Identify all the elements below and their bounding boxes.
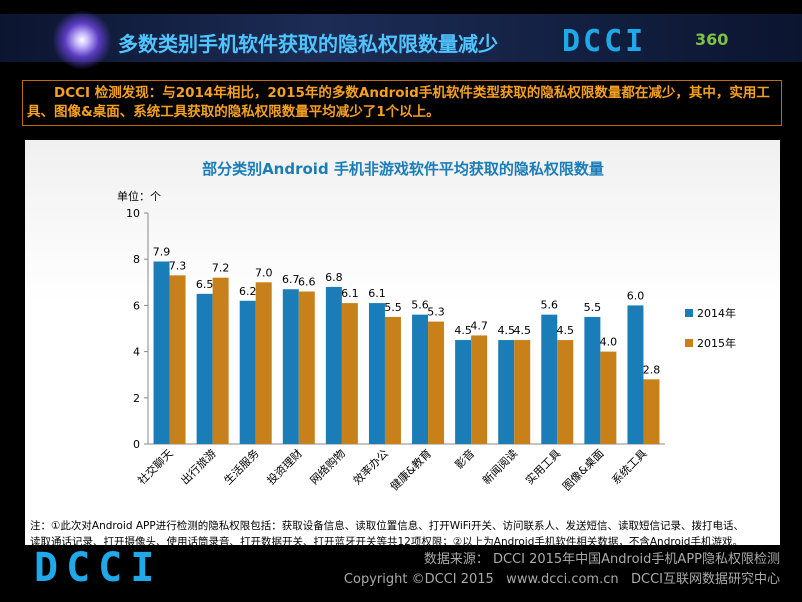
x-tick-label: 影音 [452,446,477,471]
bar [239,300,256,444]
value-label: 6.7 [282,273,300,286]
bar [498,340,515,444]
value-label: 6.1 [368,287,386,300]
bar [212,277,229,444]
chart-panel: 部分类别Android 手机非游戏软件平均获取的隐私权限数量 单位：个 0 2 4 6… [25,140,780,545]
x-tick-label: 效率办公 [350,446,391,487]
x-tick-label: 社交聊天 [135,446,176,487]
footnote-line: 读取通话记录、打开摄像头、使用话筒录音、打开数据开关、打开蓝牙开关等共12项权限… [30,536,743,548]
chart: 部分类别Android 手机非游戏软件平均获取的隐私权限数量 单位：个 0 2 4 6… [117,160,736,493]
value-label: 4.5 [454,324,472,337]
value-label: 5.5 [584,301,602,314]
header-icon [52,10,112,70]
bar [455,340,472,444]
value-label: 4.0 [600,336,618,349]
x-tick-label: 健康&教育 [387,446,434,493]
x-tick-label: 实用工具 [522,446,563,487]
x-tick-label: 系统工具 [609,447,649,487]
value-label: 4.5 [557,324,575,337]
value-label: 7.3 [169,259,187,272]
bar [282,289,299,444]
y-tick-label: 8 [133,253,140,266]
value-label: 6.2 [239,285,256,298]
value-label: 4.5 [513,324,531,337]
value-label: 2.8 [643,363,661,376]
header-band [0,14,802,62]
bar [153,261,170,444]
bar [169,275,186,444]
bar [643,379,660,444]
bar [325,286,342,444]
chart-title: 部分类别Android 手机非游戏软件平均获取的隐私权限数量 [202,160,604,178]
x-tick-label: 图像&桌面 [560,447,606,493]
unit-label: 单位：个 [117,189,161,203]
bar [471,335,488,444]
bar [584,316,601,444]
logo: DCCI [562,24,647,59]
bar [298,291,315,444]
footnote-line: 注：①此次对Android APP进行检测的隐私权限包括：获取设备信息、读取位置… [30,520,744,532]
bar [428,321,445,444]
x-tick-label: 生活服务 [221,446,262,487]
bar [541,314,558,444]
bar [514,340,531,444]
bar [341,303,358,444]
footnote: 注：①此次对Android APP进行检测的隐私权限包括：获取设备信息、读取位置… [30,518,744,550]
bar [600,351,617,444]
value-label: 7.2 [212,262,230,275]
source: 数据来源： DCCI 2015年中国Android手机APP隐私权限检测 [423,552,780,567]
y-tick-label: 0 [133,438,140,451]
value-label: 6.0 [627,289,645,302]
x-tick-label: 新闻阅读 [479,446,520,487]
x-tick-label: 出行旅游 [178,446,219,487]
y-tick-label: 6 [133,299,140,312]
value-label: 6.6 [298,276,316,289]
y-tick-label: 2 [133,392,140,405]
bar [196,293,213,444]
value-label: 7.9 [153,246,171,259]
legend-label: 2014年 [697,306,736,320]
bar [255,282,272,444]
bar [412,314,429,444]
bar [557,340,574,444]
legend-label: 2015年 [697,336,736,350]
bar [368,303,385,444]
value-label: 5.5 [384,301,402,314]
bar [627,305,644,444]
y-tick-label: 4 [133,346,140,359]
summary: DCCI 检测发现：与2014年相比，2015年的多数Android手机软件类型… [22,80,782,126]
x-tick-label: 投资理财 [264,446,305,487]
value-label: 4.5 [497,324,515,337]
page-title: 多数类别手机软件获取的隐私权限数量减少 [118,32,498,56]
y-tick-label: 10 [126,207,140,220]
bar [384,316,401,444]
footer-logo: DCCI [34,545,163,591]
legend-swatch [685,339,693,347]
value-label: 6.5 [196,278,214,291]
value-label: 7.0 [255,266,273,279]
value-label: 5.3 [427,306,445,319]
value-label: 6.1 [341,287,359,300]
copyright: Copyright ©DCCI 2015 www.dcci.com.cn DCC… [343,572,780,587]
value-label: 5.6 [411,299,429,312]
value-label: 6.8 [325,271,343,284]
x-tick-label: 网络购物 [307,446,348,487]
logo-360: 360 [695,30,729,49]
value-label: 5.6 [541,299,559,312]
value-label: 4.7 [470,319,488,332]
legend-swatch [685,309,693,317]
